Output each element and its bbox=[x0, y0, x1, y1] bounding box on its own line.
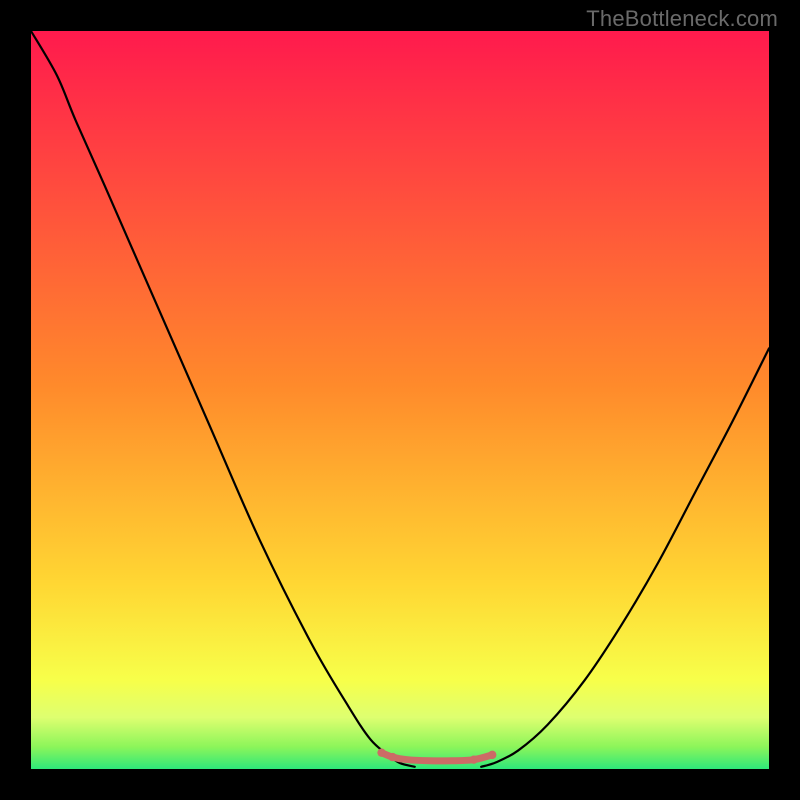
plot-gradient-area bbox=[31, 31, 769, 769]
chart-frame: TheBottleneck.com bbox=[0, 0, 800, 800]
watermark-text: TheBottleneck.com bbox=[586, 6, 778, 32]
